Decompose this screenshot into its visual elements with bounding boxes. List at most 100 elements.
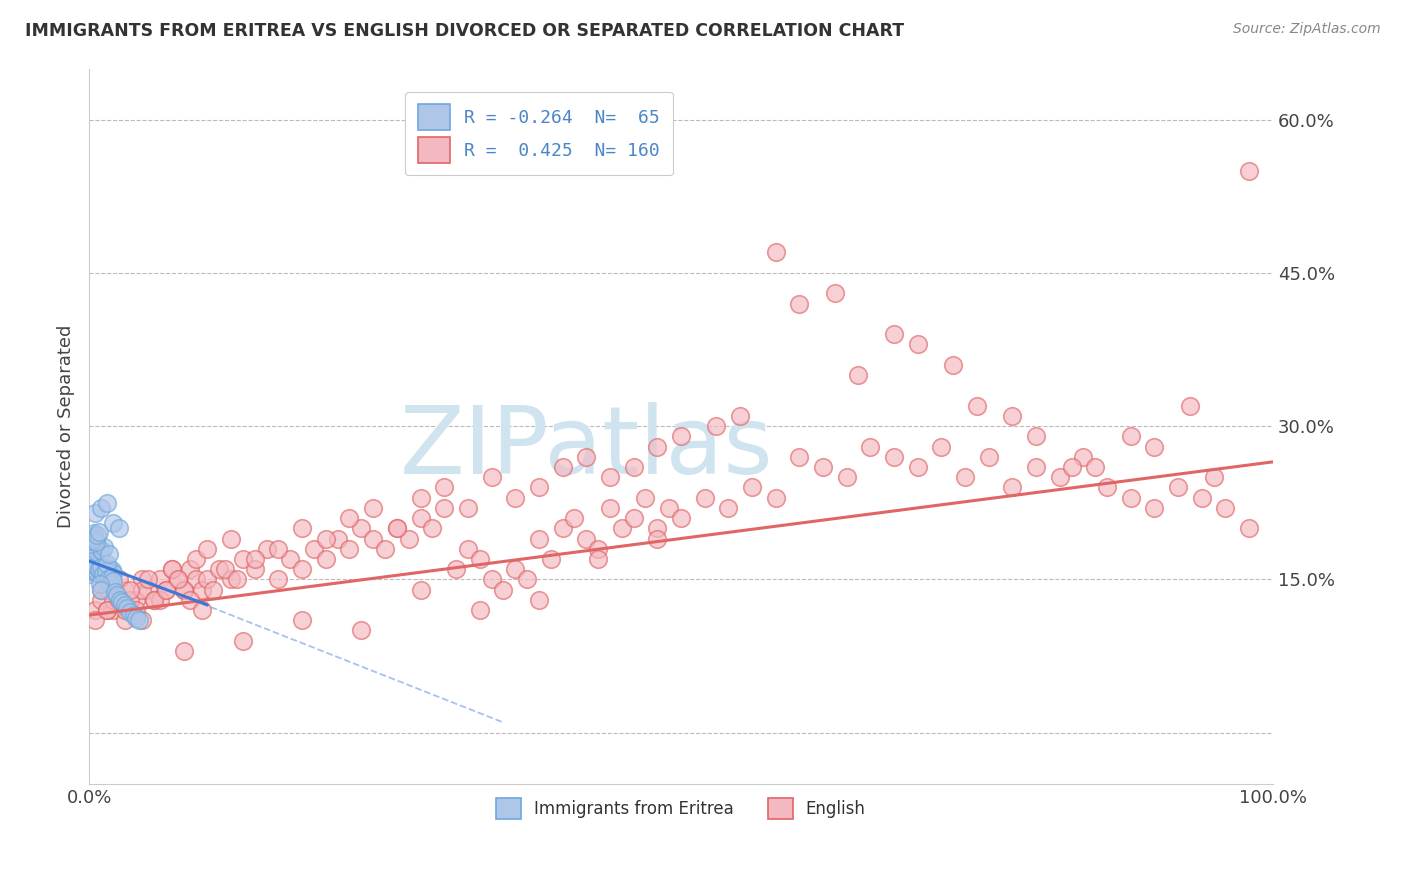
Point (90, 562, 112, 576)
Point (136, 573, 159, 587)
Point (86, 545, 108, 559)
Point (1095, 480, 1118, 494)
Point (433, 480, 456, 494)
Point (98, 562, 121, 576)
Point (361, 500, 384, 515)
Point (374, 541, 396, 556)
Point (166, 573, 188, 587)
Point (385, 521, 408, 535)
Point (267, 541, 290, 556)
Point (586, 541, 609, 556)
Point (100, 577, 122, 591)
Point (149, 573, 172, 587)
Point (883, 450, 905, 464)
Point (89, 564, 111, 578)
Point (717, 500, 740, 515)
Point (120, 605, 142, 619)
Point (108, 592, 131, 607)
Point (848, 368, 870, 382)
Point (101, 592, 124, 607)
Point (457, 500, 479, 515)
Point (101, 574, 124, 589)
Point (208, 562, 231, 576)
Point (160, 562, 183, 576)
Point (326, 532, 349, 546)
Point (125, 592, 148, 607)
Point (540, 552, 562, 566)
Point (101, 566, 124, 581)
Point (87, 562, 110, 576)
Y-axis label: Divorced or Separated: Divorced or Separated (58, 325, 75, 528)
Point (1025, 429, 1047, 443)
Point (93, 563, 115, 577)
Point (79, 536, 101, 550)
Point (765, 491, 787, 505)
Point (444, 562, 467, 576)
Point (599, 470, 621, 484)
Point (114, 582, 136, 597)
Point (669, 429, 692, 443)
Point (966, 399, 988, 413)
Point (94, 566, 117, 581)
Point (302, 541, 325, 556)
Point (278, 552, 301, 566)
Point (835, 470, 858, 484)
Point (645, 532, 668, 546)
Point (114, 598, 136, 612)
Point (931, 440, 953, 454)
Point (1119, 429, 1142, 443)
Point (575, 532, 598, 546)
Point (173, 582, 195, 597)
Point (101, 516, 124, 531)
Point (91, 567, 114, 582)
Point (787, 450, 810, 464)
Point (80, 554, 103, 568)
Point (83, 526, 105, 541)
Point (1178, 399, 1201, 413)
Point (125, 603, 148, 617)
Point (623, 511, 645, 525)
Point (291, 562, 314, 576)
Point (575, 450, 598, 464)
Text: IMMIGRANTS FROM ERITREA VS ENGLISH DIVORCED OR SEPARATED CORRELATION CHART: IMMIGRANTS FROM ERITREA VS ENGLISH DIVOR… (25, 22, 904, 40)
Point (824, 286, 846, 301)
Point (551, 460, 574, 475)
Point (315, 532, 337, 546)
Point (131, 573, 153, 587)
Point (409, 582, 432, 597)
Point (96, 557, 118, 571)
Point (420, 521, 443, 535)
Point (143, 592, 166, 607)
Point (107, 592, 129, 607)
Point (125, 611, 148, 625)
Point (93, 540, 115, 554)
Point (977, 450, 1000, 464)
Point (84, 603, 107, 617)
Point (131, 613, 153, 627)
Point (166, 573, 188, 587)
Point (84, 559, 107, 574)
Point (1060, 460, 1083, 475)
Point (84, 613, 107, 627)
Point (693, 491, 716, 505)
Point (1143, 500, 1166, 515)
Point (1025, 460, 1047, 475)
Point (1167, 480, 1189, 494)
Point (160, 562, 183, 576)
Point (100, 570, 122, 584)
Point (84, 532, 107, 546)
Point (87, 525, 110, 540)
Point (107, 573, 129, 587)
Point (115, 601, 138, 615)
Point (89, 541, 111, 556)
Point (765, 245, 787, 260)
Point (114, 603, 136, 617)
Point (232, 633, 254, 648)
Point (907, 460, 929, 475)
Point (107, 521, 129, 535)
Point (1049, 470, 1071, 484)
Point (409, 511, 432, 525)
Point (457, 541, 479, 556)
Point (101, 603, 124, 617)
Point (90, 560, 112, 574)
